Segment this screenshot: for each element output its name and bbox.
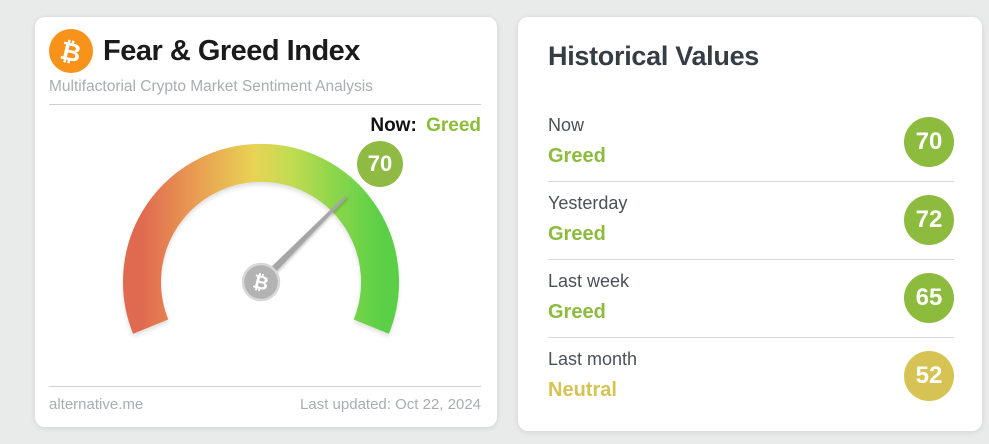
row-label: Yesterday xyxy=(548,193,628,213)
row-score-badge: 72 xyxy=(904,194,954,245)
card-footer: alternative.me Last updated: Oct 22, 202… xyxy=(49,378,481,413)
bitcoin-logo-icon: ₿ xyxy=(49,29,93,73)
gauge-arc xyxy=(123,143,399,334)
gauge-hub: ₿ xyxy=(241,262,281,302)
card-header: ₿ Fear & Greed Index xyxy=(49,29,481,73)
historical-card: Historical Values Now Greed 70 Yesterday Gre… xyxy=(518,17,982,431)
row-label: Last month xyxy=(548,349,638,369)
last-updated: Last updated: Oct 22, 2024 xyxy=(300,396,481,413)
subtitle: Multifactorial Crypto Market Sentiment A… xyxy=(49,78,373,95)
history-row: Last week Greed 65 xyxy=(548,259,954,337)
row-value: Greed xyxy=(548,301,606,323)
footer-divider xyxy=(49,386,481,387)
now-line: Now: Greed xyxy=(49,115,481,137)
gauge-value-badge: 70 xyxy=(357,141,403,187)
row-score-badge: 52 xyxy=(904,350,954,401)
now-label: Now: xyxy=(370,115,417,136)
history-row: Last month Neutral 52 xyxy=(548,337,954,415)
row-value: Neutral xyxy=(548,379,617,401)
row-text: Last week Greed xyxy=(548,271,629,324)
historical-rows: Now Greed 70 Yesterday Greed 72 Last week Greed… xyxy=(548,104,954,415)
history-row: Yesterday Greed 72 xyxy=(548,181,954,259)
page-title: Fear & Greed Index xyxy=(103,34,360,67)
now-value: Greed xyxy=(426,115,481,136)
history-row: Now Greed 70 xyxy=(548,104,954,181)
row-text: Yesterday Greed xyxy=(548,193,627,246)
historical-title: Historical Values xyxy=(548,41,760,71)
bitcoin-hub-icon: ₿ xyxy=(251,270,271,295)
fear-greed-card: ₿ Fear & Greed Index Multifactorial Cryp… xyxy=(35,17,497,427)
row-score-badge: 70 xyxy=(904,116,954,167)
row-text: Now Greed xyxy=(548,115,606,168)
gauge-needle-icon xyxy=(265,196,346,278)
row-score-badge: 65 xyxy=(904,272,954,323)
row-value: Greed xyxy=(548,145,606,167)
gauge: ₿ 70 xyxy=(49,141,481,371)
page: ₿ Fear & Greed Index Multifactorial Cryp… xyxy=(35,17,982,431)
footer-link[interactable]: alternative.me xyxy=(49,396,144,413)
row-label: Now xyxy=(548,115,585,135)
row-text: Last month Neutral xyxy=(548,349,637,402)
row-label: Last week xyxy=(548,271,630,291)
row-value: Greed xyxy=(548,223,606,245)
header-divider xyxy=(49,104,481,105)
